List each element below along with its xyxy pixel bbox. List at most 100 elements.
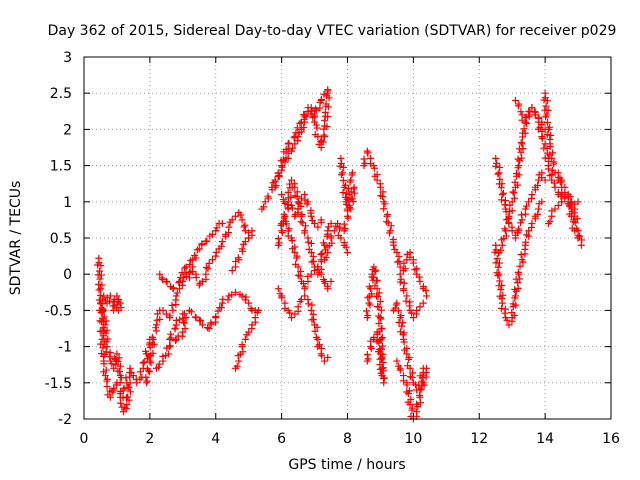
data-point [113,292,121,300]
data-point [535,115,543,123]
data-point [330,227,338,235]
data-point [498,191,506,199]
data-point [108,360,116,368]
data-point [528,191,536,199]
data-point [282,220,290,228]
data-point [175,279,183,287]
data-point [228,216,236,224]
data-point [558,178,566,186]
data-point [241,238,249,246]
data-point [322,100,330,108]
data-point [123,401,131,409]
data-point [278,229,286,237]
data-point [360,155,368,163]
data-point [511,96,519,104]
data-point [152,321,160,329]
x-tick-label: 0 [80,431,89,447]
data-point [543,131,551,139]
data-point [168,301,176,309]
data-point [408,309,416,317]
data-point [521,205,529,213]
data-point [525,107,533,115]
data-point [308,301,316,309]
data-point [383,218,391,226]
data-point [542,102,550,110]
data-point [378,364,386,372]
data-point [288,204,296,212]
data-point [212,227,220,235]
data-point [510,189,518,197]
data-point [166,335,174,343]
data-point [278,294,286,302]
series-s22 [390,299,428,394]
data-point [508,227,516,235]
data-point [514,268,522,276]
data-point [540,96,548,104]
data-point [340,220,348,228]
data-point [176,277,184,285]
data-point [574,198,582,206]
data-point [106,297,114,305]
data-point [140,358,148,366]
data-point [341,225,349,233]
data-point [551,205,559,213]
data-point [538,120,546,128]
data-point [546,151,554,159]
data-point [523,231,531,239]
data-point [492,162,500,170]
data-point [494,272,502,280]
data-point [212,313,220,321]
data-point [497,246,505,254]
data-point [548,154,556,162]
data-point [401,346,409,354]
data-point [327,220,335,228]
data-point [347,176,355,184]
data-point [396,270,404,278]
data-point [543,97,551,105]
data-point [271,178,279,186]
data-point [317,144,325,151]
data-point [372,266,380,274]
data-point [566,201,574,209]
data-point [408,406,416,414]
x-tick-label: 14 [536,431,554,447]
data-point [195,245,203,253]
data-point [365,283,373,291]
data-point [339,169,347,177]
data-point [548,207,556,215]
data-point [224,296,232,304]
data-point [509,188,517,196]
data-point [304,238,312,246]
data-point [199,321,207,329]
data-point [364,311,372,319]
data-point [373,285,381,293]
y-tick-label: -2 [58,412,72,428]
data-point [217,242,225,250]
data-point [387,222,395,230]
data-point [122,374,130,382]
data-point [162,277,170,285]
data-point [241,296,249,304]
data-point [505,212,513,220]
x-axis-label: GPS time / hours [288,457,405,473]
data-point [149,349,157,357]
data-point [380,205,388,213]
series-s9 [228,227,256,275]
data-point [415,391,423,399]
data-point [344,248,351,256]
data-point [411,266,419,274]
data-point [205,259,213,267]
data-point [317,96,325,104]
series-s18 [340,183,359,235]
data-point [550,160,558,168]
x-tick-label: 12 [470,431,488,447]
data-point [408,374,416,382]
data-point [238,216,246,224]
series-s1 [94,254,134,416]
data-point [234,254,242,262]
data-point [503,316,511,324]
data-point [136,368,144,376]
data-point [403,381,411,389]
data-point [416,303,424,311]
data-point [544,125,552,133]
